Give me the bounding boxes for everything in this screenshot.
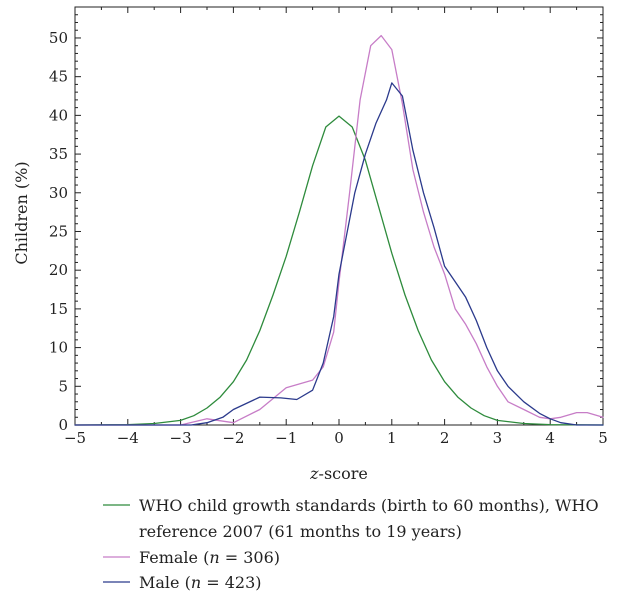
x-axis-title: z-score [309, 464, 368, 483]
legend-female-italic: n [209, 548, 219, 567]
x-tick-label: 0 [334, 429, 344, 447]
y-tick-label: 0 [58, 416, 68, 434]
series-lines [74, 34, 604, 426]
series-line-female [74, 34, 604, 426]
y-tick-label: 20 [49, 261, 68, 279]
plot-frame [74, 6, 604, 426]
y-tick-label: 40 [49, 106, 68, 124]
y-tick-label: 5 [58, 377, 68, 395]
legend-label-female: Female (n = 306) [139, 548, 280, 567]
y-tick-label: 50 [49, 29, 68, 47]
legend-male-suffix: = 423) [201, 573, 261, 592]
legend-label-who-line2: reference 2007 (61 months to 19 years) [139, 522, 462, 541]
y-tick-label: 45 [49, 68, 68, 86]
x-tick-label: 2 [440, 429, 450, 447]
legend-female-suffix: = 306) [220, 548, 280, 567]
legend: WHO child growth standards (birth to 60 … [103, 496, 599, 592]
y-tick-label: 35 [49, 145, 68, 163]
y-tick-label: 10 [49, 339, 68, 357]
x-axis-title-italic: z [309, 464, 319, 483]
x-tick-label: 4 [545, 429, 555, 447]
legend-label-who-line1: WHO child growth standards (birth to 60 … [139, 496, 599, 515]
legend-female-prefix: Female ( [139, 548, 209, 567]
series-line-who [74, 115, 604, 426]
series-line-male [74, 82, 604, 426]
x-tick-label: 5 [598, 429, 608, 447]
x-tick-label: 3 [493, 429, 503, 447]
y-axis-title: Children (%) [12, 161, 31, 264]
x-axis-title-rest: -score [319, 464, 368, 483]
x-tick-label: 1 [387, 429, 397, 447]
x-tick-label: −1 [275, 429, 297, 447]
legend-label-male: Male (n = 423) [139, 573, 262, 592]
x-tick-label: −4 [117, 429, 139, 447]
x-tick-label: −5 [64, 429, 86, 447]
y-tick-label: 30 [49, 184, 68, 202]
x-tick-label: −3 [170, 429, 192, 447]
y-tick-label: 15 [49, 300, 68, 318]
legend-male-prefix: Male ( [139, 573, 191, 592]
x-tick-label: −2 [222, 429, 244, 447]
y-tick-label: 25 [49, 222, 68, 240]
legend-male-italic: n [191, 573, 201, 592]
